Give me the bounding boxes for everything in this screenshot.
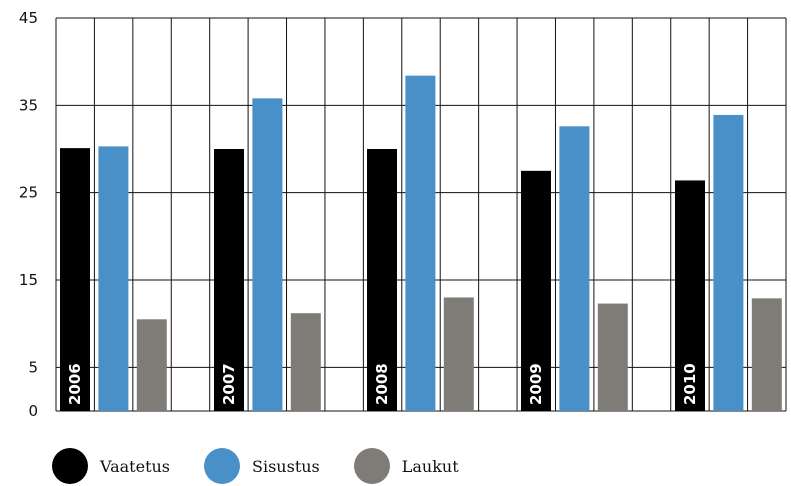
- category-label-2010: 2010: [681, 363, 699, 405]
- legend-label-sisustus: Sisustus: [252, 456, 320, 476]
- bar-sisustus-2007: [252, 98, 283, 411]
- bar-sisustus-2008: [405, 75, 436, 411]
- bar-chart: 0 5 15 25 35 45 2006 2007 2008 2009 2010: [19, 9, 787, 420]
- legend: Vaatetus Sisustus Laukut: [52, 448, 493, 484]
- legend-item-sisustus: Sisustus: [204, 448, 320, 484]
- y-tick-label: 0: [28, 402, 38, 420]
- legend-item-vaatetus: Vaatetus: [52, 448, 170, 484]
- legend-label-vaatetus: Vaatetus: [100, 456, 171, 476]
- category-label-2009: 2009: [527, 363, 545, 405]
- bar-laukut-2010: [751, 298, 782, 411]
- bar-laukut-2008: [443, 297, 474, 411]
- y-tick-label: 35: [19, 96, 38, 114]
- bar-vaatetus-2009: [521, 170, 551, 411]
- bar-laukut-2007: [290, 313, 321, 411]
- bar-vaatetus-2006: [60, 148, 90, 412]
- category-label-2007: 2007: [220, 363, 238, 405]
- y-tick-label: 45: [19, 9, 38, 27]
- y-tick-label: 25: [19, 184, 38, 202]
- legend-item-laukut: Laukut: [353, 448, 459, 484]
- legend-swatch-laukut: [353, 448, 390, 484]
- bar-sisustus-2006: [98, 146, 129, 411]
- bar-vaatetus-2007: [214, 149, 244, 411]
- y-tick-label: 5: [28, 358, 38, 376]
- category-label-2008: 2008: [373, 363, 391, 405]
- legend-swatch-sisustus: [204, 448, 241, 484]
- category-label-2006: 2006: [66, 363, 84, 405]
- bar-vaatetus-2008: [367, 149, 397, 411]
- legend-swatch-vaatetus: [52, 448, 88, 484]
- bar-vaatetus-2010: [675, 180, 705, 411]
- bar-laukut-2009: [597, 303, 628, 411]
- y-tick-label: 15: [19, 271, 38, 289]
- bar-laukut-2006: [136, 319, 167, 411]
- bar-sisustus-2010: [713, 114, 744, 411]
- bar-sisustus-2009: [559, 126, 590, 411]
- legend-label-laukut: Laukut: [401, 456, 459, 476]
